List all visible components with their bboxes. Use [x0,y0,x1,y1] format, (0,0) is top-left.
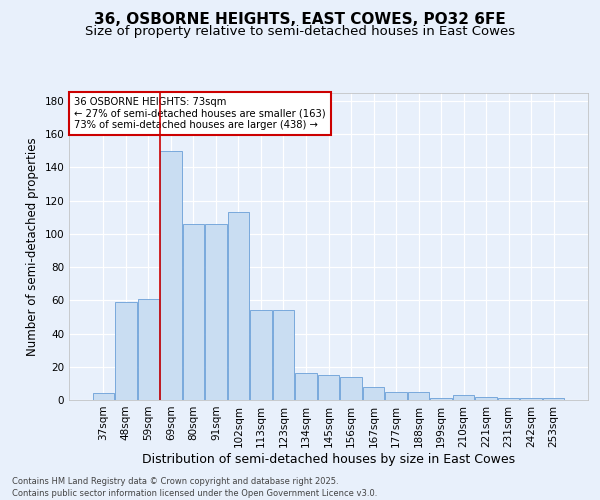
X-axis label: Distribution of semi-detached houses by size in East Cowes: Distribution of semi-detached houses by … [142,452,515,466]
Bar [430,398,452,400]
Bar [340,376,362,400]
Text: Size of property relative to semi-detached houses in East Cowes: Size of property relative to semi-detach… [85,25,515,38]
Bar [160,150,182,400]
Bar [408,392,429,400]
Bar [318,375,339,400]
Bar [273,310,294,400]
Bar [137,298,159,400]
Y-axis label: Number of semi-detached properties: Number of semi-detached properties [26,137,39,356]
Bar [250,310,272,400]
Text: Contains HM Land Registry data © Crown copyright and database right 2025.
Contai: Contains HM Land Registry data © Crown c… [12,476,377,498]
Bar [543,398,565,400]
Bar [385,392,407,400]
Bar [92,394,114,400]
Bar [498,398,520,400]
Text: 36, OSBORNE HEIGHTS, EAST COWES, PO32 6FE: 36, OSBORNE HEIGHTS, EAST COWES, PO32 6F… [94,12,506,28]
Bar [228,212,249,400]
Bar [182,224,204,400]
Text: 36 OSBORNE HEIGHTS: 73sqm
← 27% of semi-detached houses are smaller (163)
73% of: 36 OSBORNE HEIGHTS: 73sqm ← 27% of semi-… [74,97,326,130]
Bar [520,398,542,400]
Bar [475,396,497,400]
Bar [115,302,137,400]
Bar [205,224,227,400]
Bar [453,395,475,400]
Bar [363,386,384,400]
Bar [295,374,317,400]
